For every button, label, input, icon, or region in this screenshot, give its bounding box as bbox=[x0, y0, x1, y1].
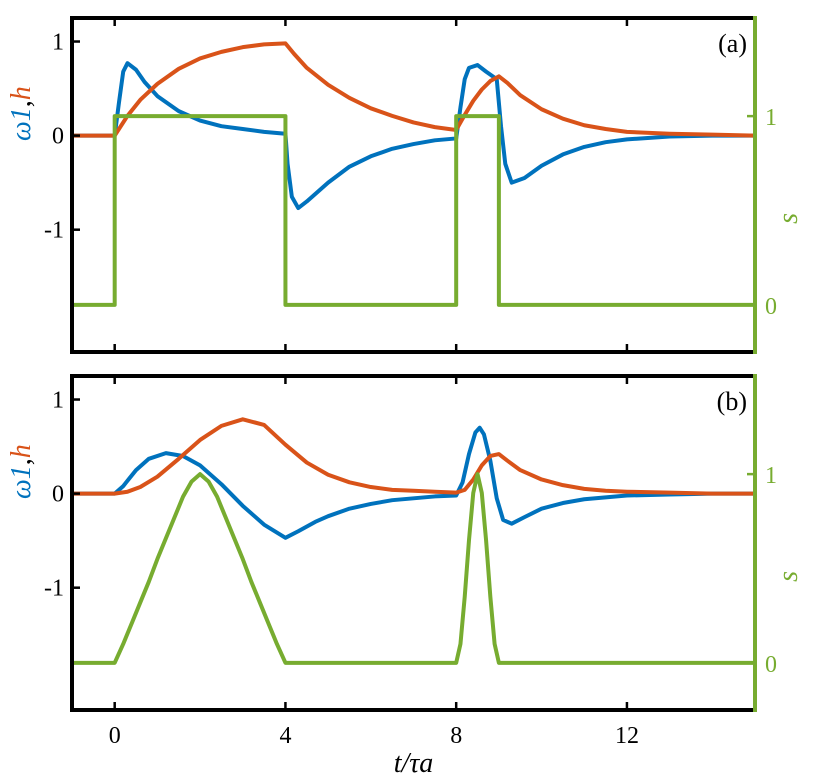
series-line-s bbox=[72, 114, 755, 307]
series-line-s bbox=[72, 472, 755, 665]
y-left-label-part: , bbox=[6, 458, 37, 465]
x-tick-label: 8 bbox=[450, 723, 462, 749]
y-left-tick-label: 1 bbox=[52, 30, 64, 56]
y-left-label-part: ω1 bbox=[6, 107, 37, 141]
y-left-tick-label: 0 bbox=[52, 482, 64, 508]
x-tick-label: 12 bbox=[615, 723, 639, 749]
y-left-label-part: ω1 bbox=[6, 465, 37, 499]
y-right-tick-label: 1 bbox=[765, 105, 777, 131]
y-right-tick-label: 0 bbox=[765, 294, 777, 320]
y-left-tick-label: -1 bbox=[44, 576, 64, 602]
panel-a: 1 0 -1 1 0 (a) ω1,h s bbox=[6, 16, 804, 354]
y-right-label: s bbox=[773, 571, 804, 582]
panel-label: (b) bbox=[717, 387, 747, 416]
series-line-omega1 bbox=[72, 425, 755, 540]
y-right-tick-label: 0 bbox=[765, 652, 777, 678]
y-left-tick-label: 0 bbox=[52, 124, 64, 150]
y-right-tick-label: 1 bbox=[765, 463, 777, 489]
y-left-tick-label: 1 bbox=[52, 388, 64, 414]
y-right-label: s bbox=[773, 213, 804, 224]
y-left-label-part: h bbox=[6, 444, 37, 458]
y-left-tick-label: -1 bbox=[44, 218, 64, 244]
series-line-h bbox=[72, 417, 755, 496]
y-left-label-part: , bbox=[6, 100, 37, 107]
panel-label: (a) bbox=[718, 29, 747, 58]
y-left-label-part: h bbox=[6, 86, 37, 100]
y-left-label: ω1,h bbox=[6, 444, 37, 499]
series-line-h bbox=[72, 41, 756, 138]
y-left-label: ω1,h bbox=[6, 86, 37, 141]
x-tick-label: 0 bbox=[109, 723, 121, 749]
panel-b: 0 4 8 12 1 0 -1 1 0 (b) ω1,h s t/τa bbox=[6, 374, 804, 779]
x-axis-label: t/τa bbox=[394, 748, 434, 779]
x-tick-label: 4 bbox=[279, 723, 291, 749]
series-line-omega1 bbox=[72, 61, 755, 211]
